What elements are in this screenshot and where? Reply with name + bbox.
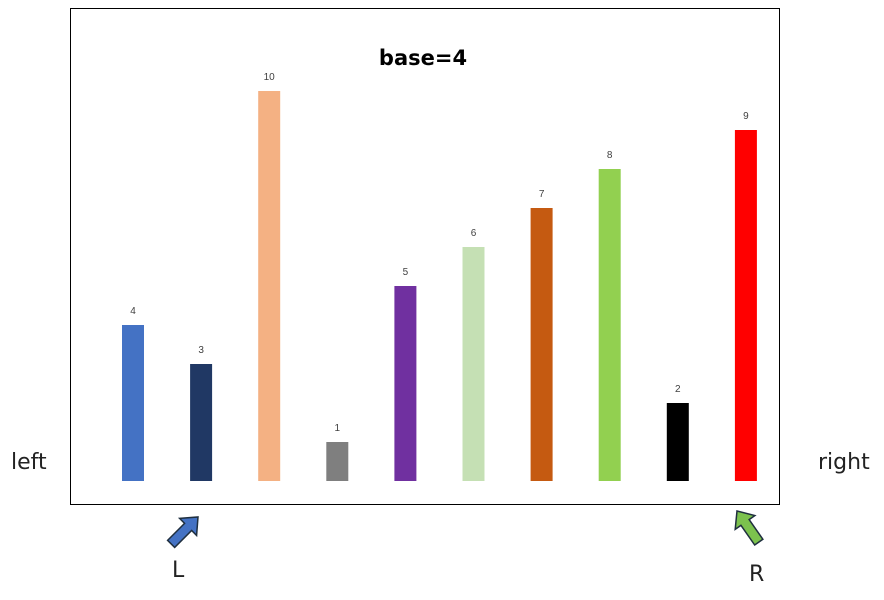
pointer-L-arrow-icon (166, 516, 199, 549)
pointer-R-arrow-icon (734, 510, 764, 547)
bar-value-label-6: 6 (471, 228, 477, 239)
chart-title: base=4 (379, 46, 467, 70)
bar-7 (530, 208, 553, 481)
bars-group: 4 3 10 1 5 6 7 8 2 9 (122, 72, 757, 481)
bar-10 (734, 130, 757, 481)
bar-3 (258, 91, 281, 481)
bar-value-label-2: 3 (198, 345, 204, 356)
bar-value-label-4: 1 (335, 423, 341, 434)
bar-value-label-9: 2 (675, 384, 681, 395)
bar-value-label-3: 10 (264, 72, 276, 83)
bar-5 (394, 286, 417, 481)
bar-4 (326, 442, 349, 481)
bar-2 (190, 364, 213, 481)
left-label: left (11, 450, 47, 475)
bar-1 (122, 325, 144, 481)
bar-value-label-8: 8 (607, 150, 613, 161)
bar-value-label-7: 7 (539, 189, 545, 200)
bar-6 (462, 247, 485, 481)
pointers-group (166, 510, 764, 549)
bar-value-label-10: 9 (743, 111, 749, 122)
bar-8 (598, 169, 621, 481)
left-pointer-label: L (172, 558, 185, 583)
bar-value-label-5: 5 (403, 267, 409, 278)
right-label: right (818, 450, 870, 475)
right-pointer-label: R (749, 562, 765, 587)
bar-9 (666, 403, 689, 481)
plot-frame (70, 8, 780, 505)
bar-value-label-1: 4 (130, 306, 136, 317)
